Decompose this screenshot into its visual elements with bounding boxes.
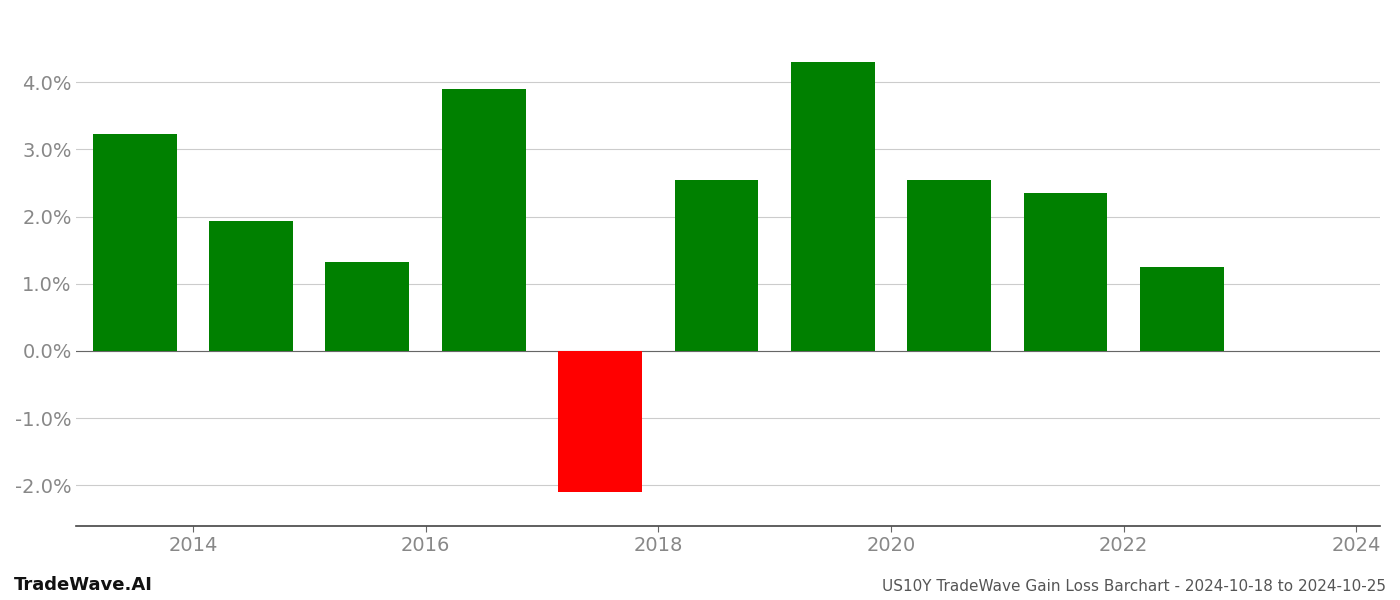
Bar bbox=[791, 62, 875, 351]
Bar bbox=[209, 221, 293, 351]
Text: TradeWave.AI: TradeWave.AI bbox=[14, 576, 153, 594]
Bar bbox=[907, 179, 991, 351]
Bar bbox=[1140, 267, 1224, 351]
Bar bbox=[442, 89, 525, 351]
Bar bbox=[559, 351, 643, 492]
Bar bbox=[92, 134, 176, 351]
Bar bbox=[1023, 193, 1107, 351]
Text: US10Y TradeWave Gain Loss Barchart - 2024-10-18 to 2024-10-25: US10Y TradeWave Gain Loss Barchart - 202… bbox=[882, 579, 1386, 594]
Bar bbox=[325, 262, 409, 351]
Bar bbox=[675, 179, 759, 351]
